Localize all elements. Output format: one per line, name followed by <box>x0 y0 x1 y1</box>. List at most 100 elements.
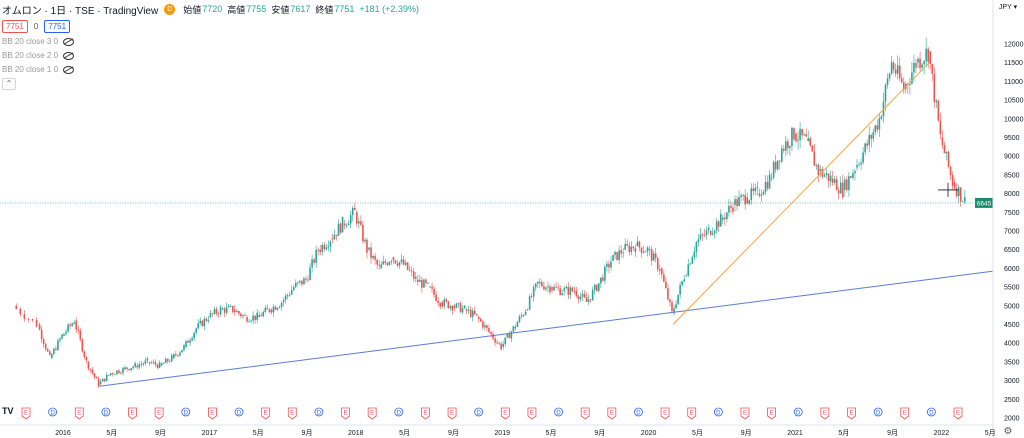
candle <box>225 307 228 313</box>
earnings-marker-label: E <box>903 411 907 417</box>
indicator-row[interactable]: BB 20 close 1 0 <box>2 64 424 75</box>
candle <box>919 58 921 68</box>
dividend-marker-label: D <box>796 411 801 417</box>
candle <box>870 134 873 139</box>
earnings-marker <box>208 407 217 420</box>
candle <box>886 78 889 86</box>
trade-row: 7751 0 7751 <box>2 19 424 33</box>
candle <box>480 318 482 322</box>
candle <box>349 215 352 224</box>
symbol-title[interactable]: オムロン · 1日 · TSE · TradingView <box>2 5 159 17</box>
price-tick-label: 3500 <box>1004 359 1020 366</box>
candle <box>380 264 383 269</box>
candle <box>297 282 299 284</box>
earnings-marker-label: E <box>663 411 667 417</box>
candle <box>492 333 494 339</box>
candle <box>213 309 216 314</box>
earnings-marker-label: E <box>503 411 507 417</box>
earnings-marker <box>527 407 537 420</box>
price-axis-bg <box>993 0 1024 438</box>
candle <box>585 297 588 302</box>
candle <box>937 100 940 121</box>
candle <box>963 197 966 202</box>
candle <box>689 263 692 265</box>
candle <box>900 78 903 83</box>
candle <box>429 286 431 288</box>
candle <box>406 262 409 270</box>
candle <box>852 173 854 178</box>
candle <box>475 314 478 316</box>
candle <box>451 306 454 311</box>
gear-icon[interactable]: ⚙ <box>1004 426 1013 437</box>
earnings-marker <box>740 407 750 420</box>
candle <box>313 259 315 263</box>
candle <box>362 224 364 242</box>
candle <box>868 134 871 145</box>
candle <box>305 278 307 280</box>
candle <box>164 358 167 363</box>
candle <box>156 364 159 368</box>
candle <box>541 282 543 287</box>
last-price-line-layer: 66457751 <box>0 182 1022 208</box>
interval-badge[interactable]: D <box>164 3 176 15</box>
ohlc-open-value: 7720 <box>202 4 223 14</box>
candle <box>236 311 238 313</box>
candle <box>803 134 805 136</box>
price-axis[interactable]: JPY ▾ 12000 11500 11000 10500 10000 9500 9000 85… <box>992 0 1024 438</box>
candle <box>530 296 533 298</box>
candle <box>587 299 590 303</box>
candle <box>785 141 787 151</box>
eye-hidden-icon[interactable] <box>63 65 75 74</box>
earnings-marker-label: E <box>450 411 454 417</box>
candle <box>250 320 252 322</box>
candle <box>142 363 145 365</box>
candle <box>612 254 614 261</box>
time-axis[interactable]: 2016 5月 9月 2017 5月 9月 2018 5月 9月 2019 5月 9月 2020 5月 9月… <box>0 424 996 437</box>
candle <box>683 279 685 282</box>
time-tick-label: 9月 <box>741 429 752 437</box>
candle <box>795 133 797 142</box>
candle <box>663 274 665 282</box>
candle <box>386 263 389 265</box>
eye-hidden-icon[interactable] <box>63 51 75 60</box>
candle <box>217 313 220 315</box>
indicator-row[interactable]: BB 20 close 3 0 <box>2 36 424 47</box>
candle <box>520 315 523 317</box>
buy-button[interactable]: 7751 <box>44 19 71 33</box>
candle <box>841 182 844 198</box>
eye-hidden-icon[interactable] <box>63 37 75 46</box>
candle <box>124 367 126 370</box>
candle <box>23 314 26 319</box>
candle <box>59 338 61 341</box>
candle <box>199 320 202 324</box>
sell-button[interactable]: 7751 <box>2 19 28 33</box>
candle <box>933 73 936 103</box>
candle <box>162 362 165 364</box>
candle <box>752 188 755 192</box>
earnings-marker-label: E <box>370 411 374 417</box>
indicator-row[interactable]: BB 20 close 2 0 <box>2 50 424 61</box>
candle <box>394 260 397 264</box>
candle <box>223 308 226 313</box>
candle <box>238 311 240 314</box>
candle <box>835 179 838 191</box>
candle <box>132 366 134 369</box>
dividend-marker-label: D <box>50 411 55 417</box>
candle <box>927 48 929 62</box>
price-tick-label: 10000 <box>1004 116 1024 123</box>
earnings-marker-label: E <box>610 411 614 417</box>
price-tick-label: 6000 <box>1004 266 1020 273</box>
candle <box>620 250 622 254</box>
candle <box>227 306 230 308</box>
chevron-up-icon[interactable]: ⌃ <box>2 78 16 90</box>
candle <box>961 201 964 203</box>
candle <box>738 197 740 206</box>
tradingview-logo[interactable]: TV <box>2 406 14 416</box>
candle <box>504 337 507 345</box>
candle <box>510 331 513 339</box>
candle <box>758 193 761 196</box>
candle <box>154 362 157 365</box>
dividend-marker <box>314 407 324 417</box>
candle <box>402 259 405 265</box>
